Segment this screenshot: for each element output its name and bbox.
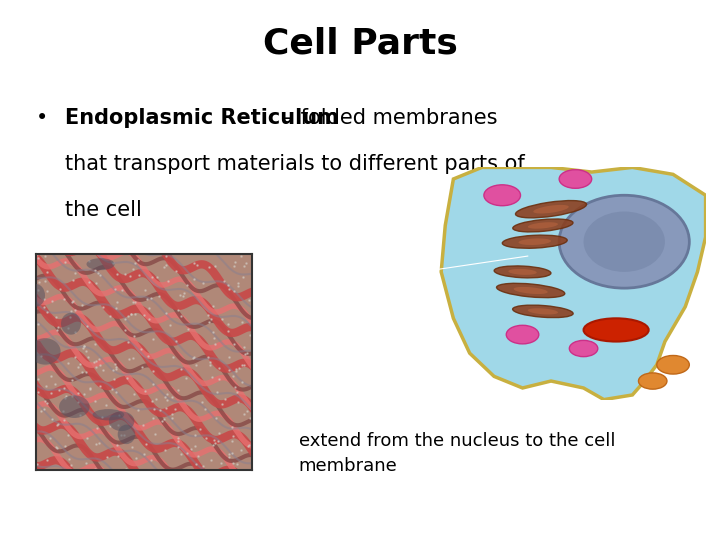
Ellipse shape bbox=[513, 287, 548, 294]
Circle shape bbox=[506, 325, 539, 344]
Ellipse shape bbox=[93, 409, 125, 421]
Circle shape bbox=[639, 373, 667, 389]
Text: •: • bbox=[36, 108, 48, 128]
Ellipse shape bbox=[516, 200, 587, 218]
Text: – folded membranes: – folded membranes bbox=[277, 108, 498, 128]
Ellipse shape bbox=[508, 269, 536, 275]
Ellipse shape bbox=[109, 411, 135, 431]
Ellipse shape bbox=[117, 424, 135, 444]
Circle shape bbox=[559, 170, 592, 188]
Ellipse shape bbox=[528, 222, 558, 228]
Ellipse shape bbox=[27, 284, 45, 307]
Ellipse shape bbox=[584, 318, 649, 342]
Circle shape bbox=[657, 355, 689, 374]
Ellipse shape bbox=[494, 266, 551, 278]
Ellipse shape bbox=[59, 395, 90, 418]
Text: the cell: the cell bbox=[65, 200, 142, 220]
Ellipse shape bbox=[513, 219, 573, 232]
Text: Endoplasmic Reticulum: Endoplasmic Reticulum bbox=[65, 108, 338, 128]
Text: that transport materials to different parts of: that transport materials to different pa… bbox=[65, 154, 525, 174]
Ellipse shape bbox=[528, 308, 558, 314]
Circle shape bbox=[484, 185, 521, 206]
Ellipse shape bbox=[86, 258, 114, 270]
Polygon shape bbox=[441, 167, 706, 400]
Ellipse shape bbox=[583, 212, 665, 272]
Ellipse shape bbox=[30, 338, 60, 365]
Ellipse shape bbox=[61, 313, 81, 335]
Ellipse shape bbox=[497, 284, 564, 298]
Ellipse shape bbox=[559, 195, 689, 288]
Ellipse shape bbox=[534, 205, 569, 213]
Ellipse shape bbox=[513, 305, 573, 318]
Text: extend from the nucleus to the cell
membrane: extend from the nucleus to the cell memb… bbox=[299, 432, 616, 475]
Text: Cell Parts: Cell Parts bbox=[263, 27, 457, 61]
Ellipse shape bbox=[518, 239, 551, 245]
Text: Endoplasmic
Reticulum: Endoplasmic Reticulum bbox=[315, 263, 413, 295]
Ellipse shape bbox=[503, 235, 567, 248]
Circle shape bbox=[570, 340, 598, 356]
